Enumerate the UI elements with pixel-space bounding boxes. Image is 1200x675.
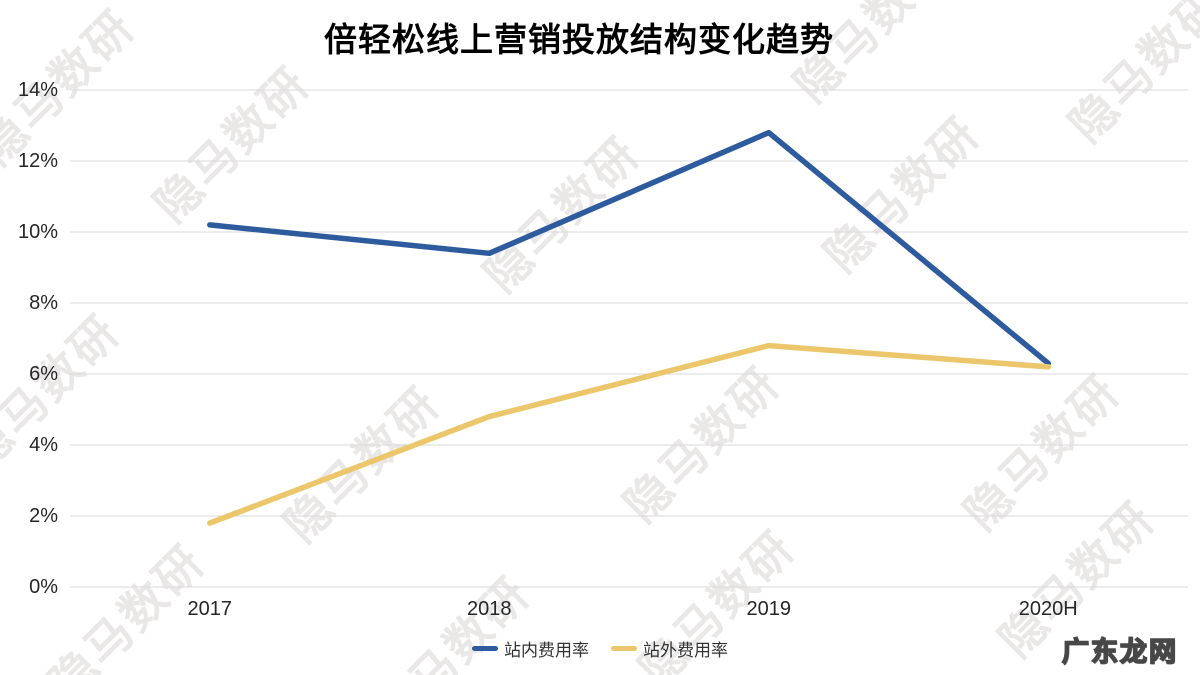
x-axis-tick-label: 2018 — [467, 598, 512, 620]
y-axis-tick-label: 8% — [29, 292, 58, 314]
y-axis-tick-label: 0% — [29, 576, 58, 598]
y-axis-tick-label: 14% — [17, 79, 58, 101]
chart-title: 倍轻松线上营销投放结构变化趋势 — [324, 21, 834, 58]
y-axis-tick-label: 4% — [29, 434, 58, 456]
chart-legend: 站内费用率 站外费用率 — [0, 636, 1200, 660]
legend-item: 站内费用率 — [472, 636, 589, 661]
y-axis-tick-label: 2% — [29, 505, 58, 527]
y-axis-tick-label: 12% — [17, 150, 58, 172]
legend-label: 站内费用率 — [504, 640, 589, 660]
y-axis-tick-label: 6% — [29, 363, 58, 385]
x-axis-tick-label: 2020H — [1018, 598, 1078, 620]
y-axis-tick-label: 10% — [17, 221, 58, 243]
x-axis-tick-label: 2017 — [187, 598, 233, 620]
legend-item: 站外费用率 — [611, 636, 728, 661]
legend-label: 站外费用率 — [643, 640, 728, 660]
x-axis-tick-label: 2019 — [746, 598, 792, 620]
legend-swatch — [472, 645, 498, 651]
site-logo: 广东龙网 — [1061, 636, 1178, 668]
series-line-站外费用率 — [207, 342, 1052, 526]
series-line-站内费用率 — [207, 129, 1052, 367]
legend-swatch — [611, 645, 637, 651]
